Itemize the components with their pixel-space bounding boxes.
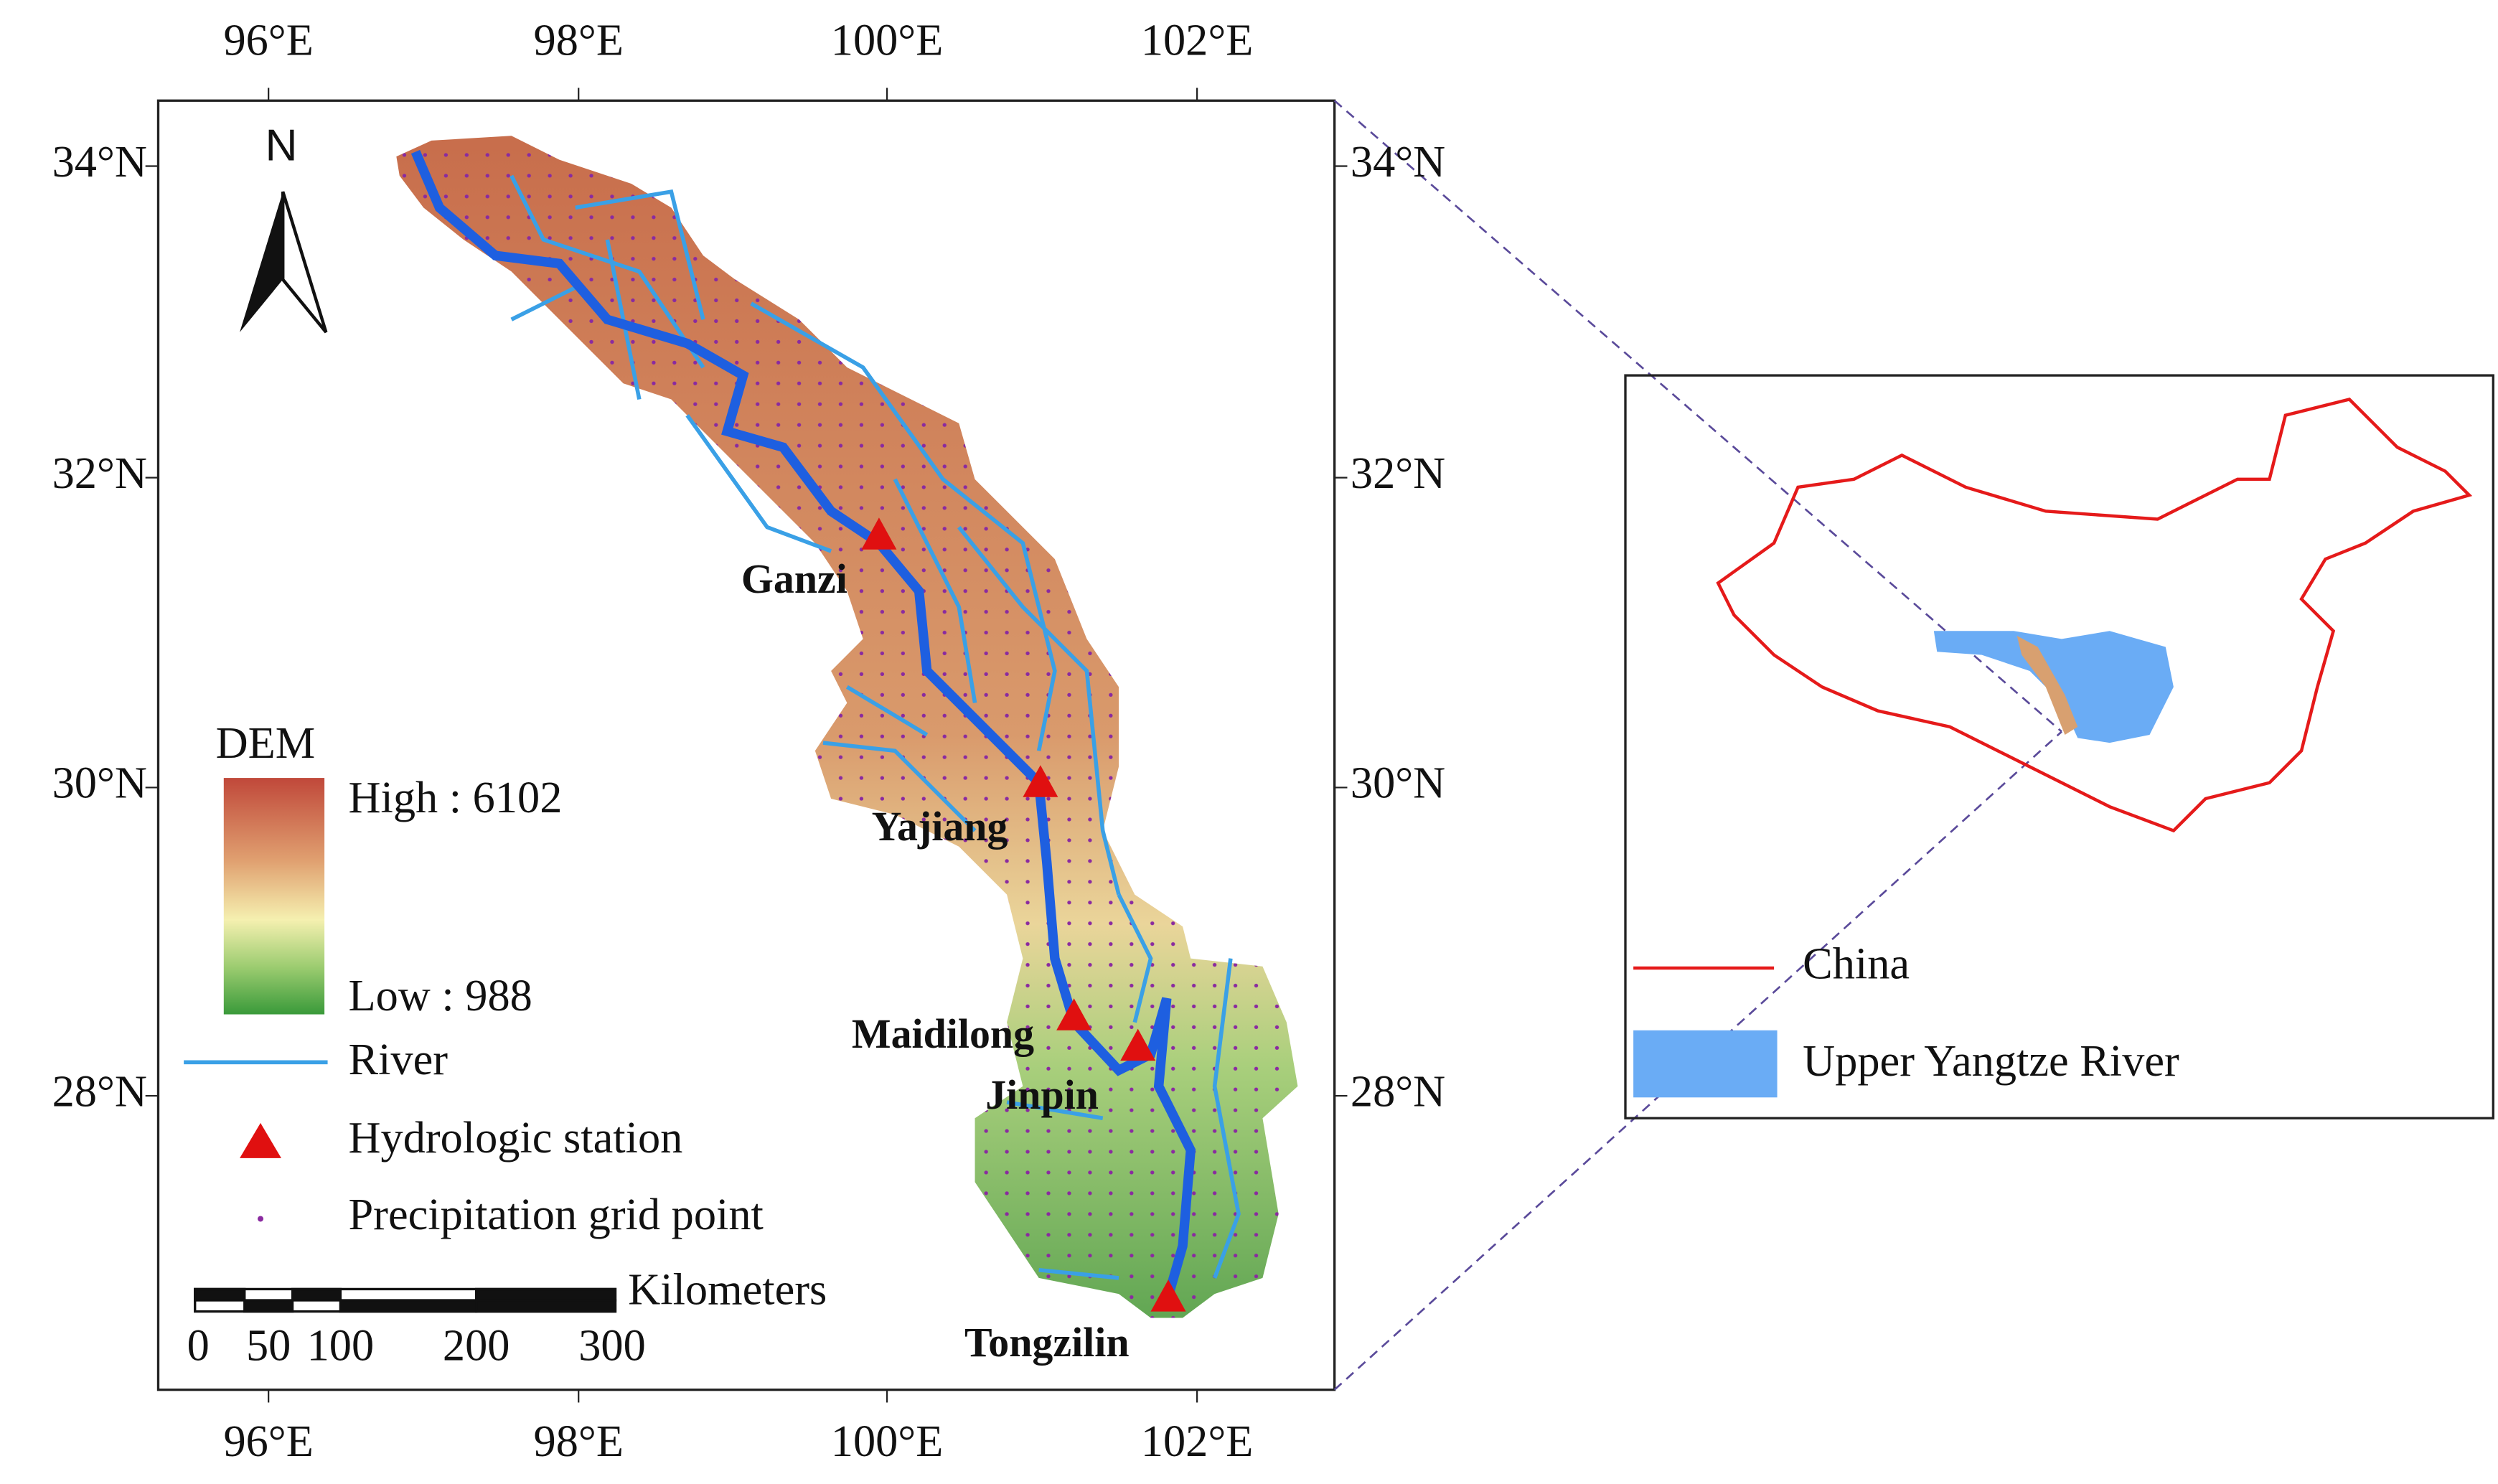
legend-river: River (349, 1035, 449, 1084)
lat-label: 34°N (1351, 137, 1445, 187)
scale-unit: Kilometers (628, 1264, 827, 1314)
scale-label: 300 (578, 1320, 646, 1370)
yangtze-legend-patch (1633, 1030, 1778, 1098)
legend-low: Low : 988 (349, 971, 532, 1020)
lon-label: 100°E (831, 16, 944, 65)
tributaries (510, 174, 1241, 1280)
lon-label: 96°E (223, 1417, 313, 1466)
inset-legend-china: China (1803, 939, 1910, 988)
legend-title: DEM (216, 718, 316, 768)
lat-label: 32°N (52, 449, 147, 498)
station-label: Ganzi (741, 555, 847, 602)
lon-label: 98°E (534, 16, 624, 65)
station-label: Jinpin (985, 1071, 1099, 1118)
lon-label: 100°E (831, 1417, 944, 1466)
lat-label: 28°N (1351, 1066, 1445, 1116)
dem-legend-ramp (223, 778, 325, 1015)
station (1056, 998, 1092, 1030)
station-label: Yajiang (872, 803, 1008, 850)
lon-label: 102°E (1141, 16, 1254, 65)
station (1150, 1279, 1186, 1312)
china-outline (1716, 398, 2473, 833)
lat-label: 30°N (52, 759, 147, 808)
lat-label: 28°N (52, 1066, 147, 1116)
lat-label: 32°N (1351, 449, 1445, 498)
station-label: Tongzilin (964, 1319, 1130, 1366)
inset-connector (1333, 100, 2062, 1391)
inset-frame (1624, 374, 2494, 1119)
north-arrow (240, 191, 328, 334)
inset-legend-yangtze: Upper Yangtze River (1803, 1036, 2179, 1086)
scale-label: 200 (443, 1320, 510, 1370)
legend-high: High : 6102 (349, 773, 563, 822)
station (1120, 1028, 1156, 1061)
inset-basin (2016, 635, 2078, 735)
lon-label: 96°E (223, 16, 313, 65)
lat-label: 30°N (1351, 759, 1445, 808)
grid-legend-symbol (258, 1216, 264, 1222)
north-label: N (265, 121, 297, 171)
station-legend-symbol (240, 1122, 281, 1158)
station (861, 517, 897, 550)
lon-label: 102°E (1141, 1417, 1254, 1466)
station (1023, 765, 1058, 797)
legend-grid: Precipitation grid point (349, 1190, 764, 1239)
scale-label: 100 (307, 1320, 375, 1370)
lat-label: 34°N (52, 137, 147, 187)
scale-label: 0 (187, 1320, 210, 1370)
station-label: Maidilong (852, 1010, 1034, 1057)
main-river (410, 149, 1196, 1304)
lon-label: 98°E (534, 1417, 624, 1466)
scale-label: 50 (246, 1320, 291, 1370)
legend-station: Hydrologic station (349, 1113, 683, 1163)
scale-bar (194, 1287, 617, 1313)
